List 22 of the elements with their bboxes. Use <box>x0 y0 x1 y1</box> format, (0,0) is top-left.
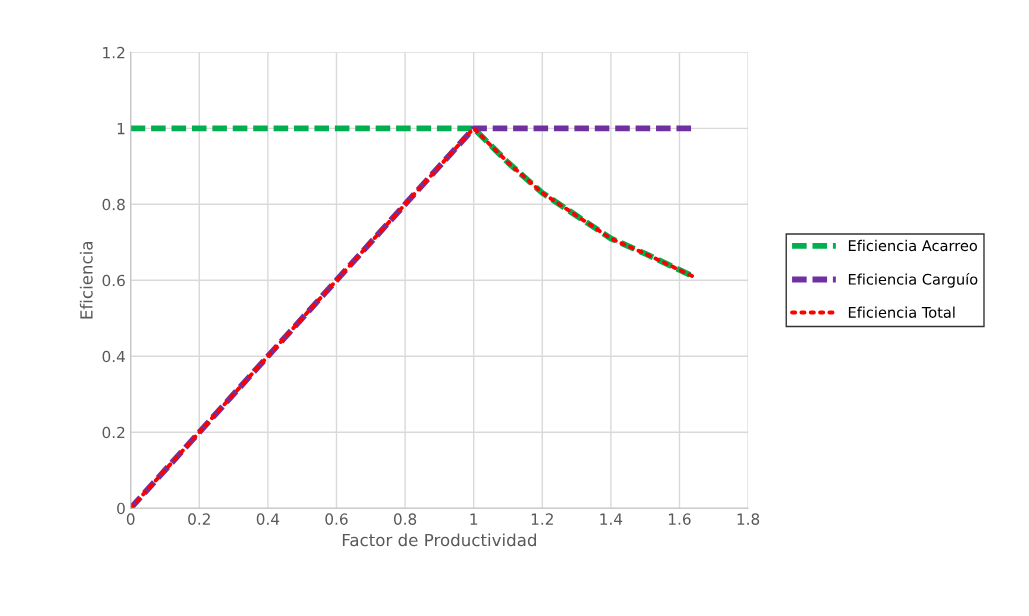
x-axis-title: Factor de Productividad <box>342 533 536 547</box>
y-tick-label: 0.2 <box>102 426 125 439</box>
y-tick-label: 0.6 <box>102 274 125 287</box>
x-tick-label: 0 <box>126 513 135 525</box>
y-tick-label: 1 <box>117 123 125 135</box>
x-tick-label: 0.2 <box>188 513 210 525</box>
x-tick-label: 1.4 <box>600 513 623 525</box>
legend-label: Eficiencia Acarreo <box>848 239 977 252</box>
x-tick-label: 0.8 <box>393 513 417 525</box>
legend-label: Eficiencia Carguío <box>848 272 978 288</box>
x-tick-label: 1.8 <box>737 513 760 525</box>
x-tick-label: 0.4 <box>256 513 280 525</box>
y-tick-label: 1.2 <box>103 46 125 59</box>
y-tick-label: 0.8 <box>102 198 125 211</box>
x-tick-label: 1.6 <box>669 513 691 525</box>
y-tick-label: 0.4 <box>102 350 125 363</box>
x-tick-label: 1.2 <box>531 513 553 525</box>
legend-label: Eficiencia Total <box>848 306 955 318</box>
x-tick-label: 1 <box>470 513 478 525</box>
x-tick-label: 0.6 <box>325 513 348 525</box>
y-tick-label: 0 <box>117 502 125 515</box>
y-axis-title: Eficiencia <box>79 241 93 319</box>
